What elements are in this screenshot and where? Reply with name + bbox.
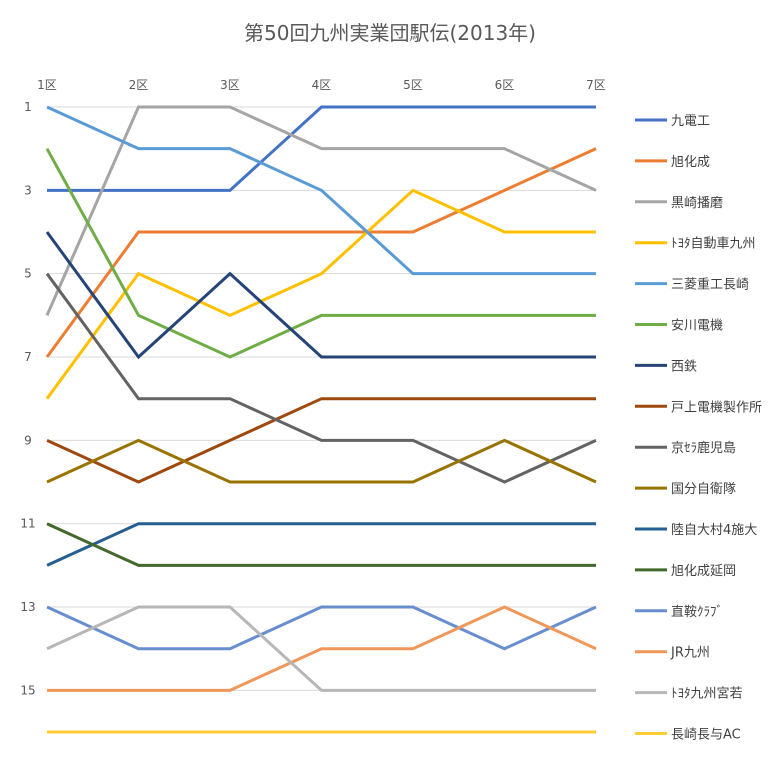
x-tick-label: 3区: [220, 78, 240, 92]
x-tick-label: 1区: [37, 78, 57, 92]
legend-label: ﾄﾖﾀ自動車九州: [671, 237, 756, 252]
legend-label: 旭化成: [671, 155, 710, 170]
x-tick-label: 6区: [495, 78, 515, 92]
x-tick-label: 4区: [312, 78, 332, 92]
series-line: [46, 397, 596, 484]
y-tick-label: 13: [20, 600, 35, 614]
series-line: [46, 522, 596, 567]
legend-label: 黒崎播磨: [671, 196, 723, 211]
chart-title: 第50回九州実業団駅伝(2013年): [244, 21, 536, 45]
y-tick-label: 11: [20, 517, 35, 531]
series-line: [46, 522, 596, 567]
legend-label: 旭化成延岡: [671, 564, 736, 579]
series-line: [46, 605, 596, 692]
legend-label: 国分自衛隊: [671, 481, 736, 497]
series-line: [45, 231, 596, 360]
y-tick-label: 15: [20, 683, 35, 697]
legend-label: 直鞍ｸﾗﾌﾞ: [671, 604, 723, 620]
legend-label: 陸自大村4施大: [671, 522, 757, 538]
series-line: [45, 147, 597, 358]
series-line: [47, 605, 597, 692]
legend-label: 九電工: [671, 114, 710, 129]
legend-label: 西鉄: [671, 359, 697, 374]
series-line: [45, 105, 597, 316]
legend-label: 三菱重工長崎: [671, 277, 749, 293]
x-tick-label: 7区: [586, 78, 606, 92]
x-axis-ticks: 1区 2区 3区 4区 5区 6区 7区: [37, 78, 606, 92]
y-tick-label: 5: [24, 267, 32, 281]
legend-label: 戸上電機製作所: [671, 400, 762, 415]
series-line: [46, 438, 597, 484]
legend-label: JR九州: [670, 646, 710, 661]
y-tick-label: 9: [24, 433, 32, 447]
series-line: [46, 105, 596, 276]
x-tick-label: 2区: [129, 78, 149, 92]
series-line: [45, 188, 596, 400]
y-tick-label: 1: [24, 100, 32, 114]
legend-label: 長崎長与AC: [671, 728, 741, 743]
series-line: [47, 105, 596, 192]
x-tick-label: 5区: [403, 78, 423, 92]
series-line: [45, 147, 596, 359]
series-line: [45, 272, 597, 484]
y-tick-label: 7: [24, 350, 32, 364]
legend-label: ﾄﾖﾀ九州宮若: [671, 686, 743, 702]
series-line: [46, 605, 597, 651]
y-tick-label: 3: [24, 183, 32, 197]
legend-label: 安川電機: [671, 319, 723, 334]
legend-label: 京ｾﾗ鹿児島: [671, 440, 736, 456]
series-lines: [45, 105, 597, 734]
